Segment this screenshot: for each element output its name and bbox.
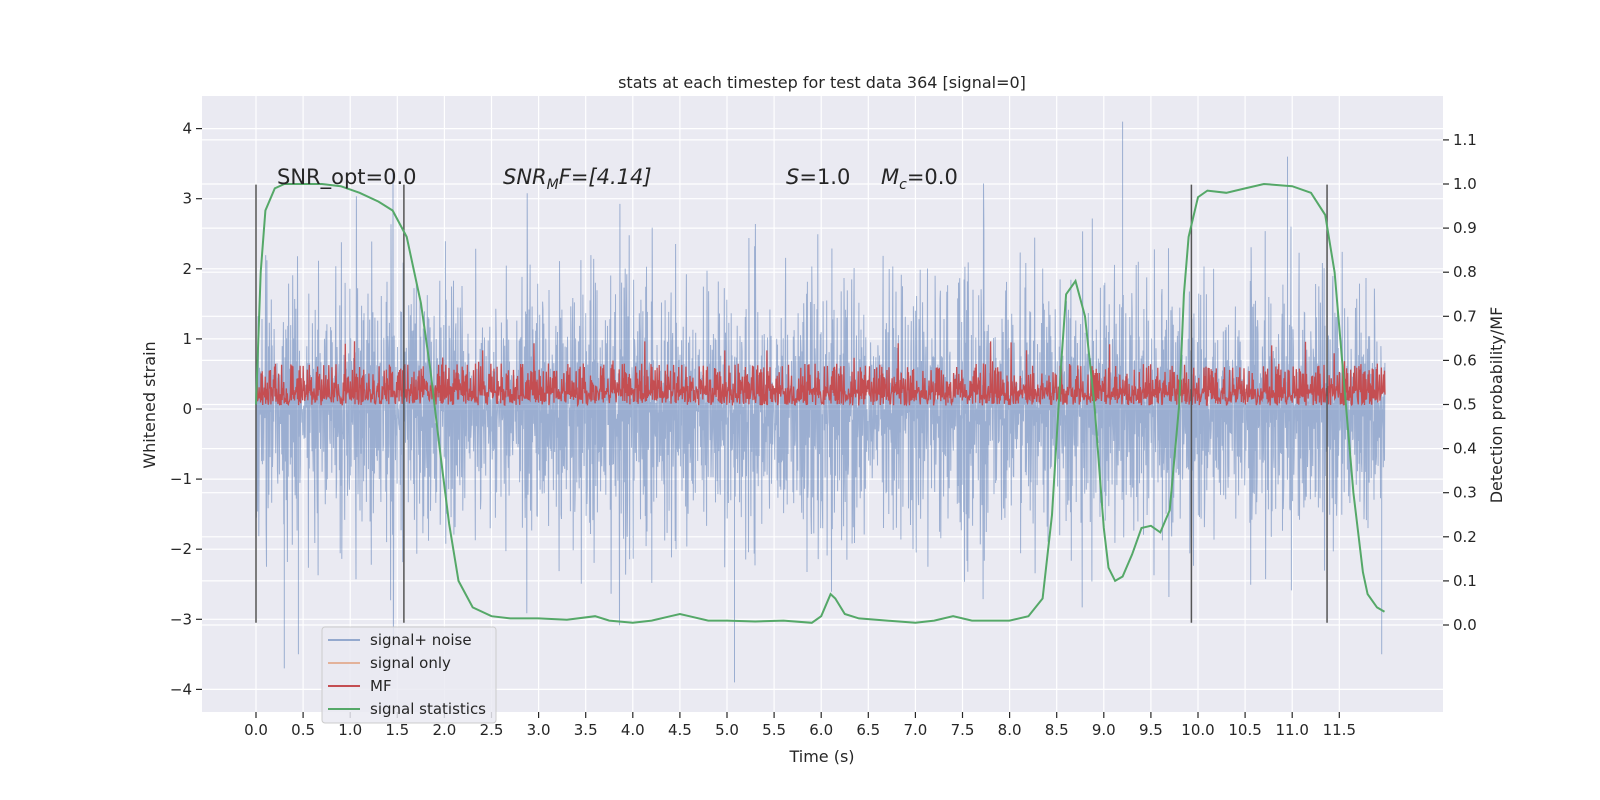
y-tick-label-right: 0.8	[1453, 263, 1477, 281]
y-tick-label-right: 0.6	[1453, 351, 1477, 369]
annotation-snr-mf-main: SNR	[503, 165, 547, 189]
annotation-snr-mf: SNRMF=[4.14]	[503, 165, 652, 193]
x-tick-label: 7.5	[951, 721, 975, 739]
y-axis-right: 1.1 1.0 0.9 0.8 0.7 0.6 0.5 0.4 0.3 0.2 0.1 0.0	[1443, 131, 1477, 634]
series-signal-plus-noise	[255, 121, 1386, 683]
x-tick-label: 5.5	[762, 721, 786, 739]
chart-title: stats at each timestep for test data 364…	[618, 73, 1026, 92]
x-tick-label: 2.5	[480, 721, 504, 739]
x-tick-label: 8.0	[998, 721, 1022, 739]
legend: signal+ noise signal only MF signal stat…	[321, 626, 497, 724]
y-tick-label-right: 0.4	[1453, 440, 1477, 458]
x-tick-label: 11.5	[1323, 721, 1356, 739]
y-tick-label-right: 0.3	[1453, 484, 1477, 502]
annotation-snr-opt: SNR_opt=0.0	[277, 165, 417, 190]
y-tick-label-right: 0.1	[1453, 572, 1477, 590]
y-axis-label-right: Detection probability/MF	[1487, 307, 1506, 504]
y-tick-label: 3	[182, 190, 192, 208]
annotation-s-rest: =1.0	[799, 165, 850, 189]
y-tick-label: −4	[170, 680, 192, 698]
x-tick-label: 7.0	[903, 721, 927, 739]
x-tick-label: 5.0	[715, 721, 739, 739]
y-tick-label-right: 1.1	[1453, 131, 1477, 149]
y-tick-label: −1	[170, 470, 192, 488]
legend-label-mf: MF	[370, 677, 392, 695]
annotation-mc-main: M	[881, 165, 899, 189]
x-tick-label: 9.5	[1139, 721, 1163, 739]
y-tick-label-right: 0.5	[1453, 396, 1477, 414]
y-tick-label-right: 0.2	[1453, 528, 1477, 546]
mf-path	[255, 341, 1386, 408]
annotation-s: S=1.0	[786, 165, 850, 189]
y-tick-label: −2	[170, 540, 192, 558]
y-tick-label: 4	[182, 120, 192, 138]
x-tick-label: 0.5	[291, 721, 315, 739]
x-tick-label: 10.5	[1228, 721, 1261, 739]
series-signal-statistics	[255, 182, 1386, 624]
annotation-mc-rest: =0.0	[907, 165, 958, 189]
x-tick-label: 1.0	[338, 721, 362, 739]
annotation-mc: Mc=0.0	[881, 165, 958, 193]
x-tick-label: 3.0	[527, 721, 551, 739]
legend-box	[321, 626, 497, 724]
annotations: SNR_opt=0.0 SNRMF=[4.14] S=1.0 Mc=0.0	[277, 165, 958, 193]
annotation-snr-mf-sub: M	[547, 177, 559, 193]
noise-path	[255, 121, 1386, 683]
y-tick-label: 2	[182, 260, 192, 278]
y-tick-label: 1	[182, 330, 192, 348]
x-tick-label: 3.5	[574, 721, 598, 739]
legend-label-signal-plus-noise: signal+ noise	[370, 631, 472, 649]
legend-label-signal-only: signal only	[370, 654, 451, 672]
annotation-s-main: S	[786, 165, 799, 189]
y-axis-label: Whitened strain	[140, 341, 159, 468]
x-tick-label: 1.5	[385, 721, 409, 739]
y-axis-left: 4 3 2 1 0 −1 −2 −3 −4	[170, 120, 202, 698]
y-tick-label-right: 0.0	[1453, 616, 1477, 634]
x-tick-label: 8.5	[1045, 721, 1069, 739]
y-tick-label-right: 1.0	[1453, 175, 1477, 193]
x-tick-label: 6.5	[856, 721, 880, 739]
series-mf	[255, 341, 1386, 408]
x-tick-label: 10.0	[1181, 721, 1214, 739]
annotation-snr-mf-rest: F=[4.14]	[559, 165, 652, 189]
y-tick-label-right: 0.7	[1453, 307, 1477, 325]
x-tick-label: 11.0	[1275, 721, 1308, 739]
x-tick-label: 6.0	[809, 721, 833, 739]
y-tick-label: 0	[182, 400, 192, 418]
x-tick-label: 2.0	[432, 721, 456, 739]
annotation-mc-sub: c	[899, 177, 907, 193]
y-tick-label-right: 0.9	[1453, 219, 1477, 237]
x-tick-label: 9.0	[1092, 721, 1116, 739]
x-tick-label: 4.0	[621, 721, 645, 739]
x-axis-label: Time (s)	[788, 747, 854, 766]
legend-label-signal-statistics: signal statistics	[370, 700, 486, 718]
x-tick-label: 0.0	[244, 721, 268, 739]
y-tick-label: −3	[170, 610, 192, 628]
x-axis: 0.0 0.5 1.0 1.5 2.0 2.5 3.0 3.5 4.0 4.5 5.0 5.5 6.0 6…	[244, 712, 1356, 739]
x-tick-label: 4.5	[668, 721, 692, 739]
